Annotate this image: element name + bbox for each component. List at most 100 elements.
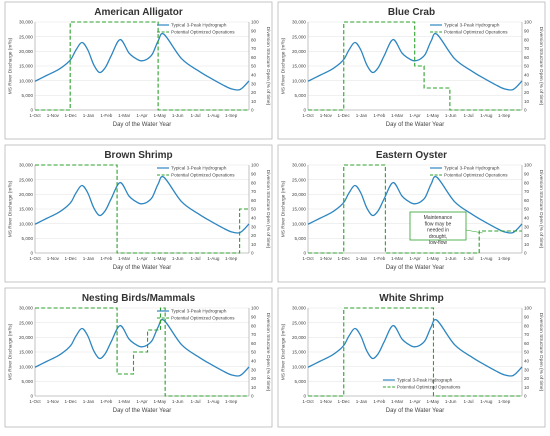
x-tick-label: 1-Mar xyxy=(391,113,403,118)
y2-tick-label: 40 xyxy=(524,73,530,78)
x-tick-label: 1-Jul xyxy=(464,256,474,261)
y2-tick-label: 50 xyxy=(251,207,257,212)
x-tick-label: 1-Dec xyxy=(338,399,351,404)
y2-tick-label: 70 xyxy=(251,189,257,194)
y2-tick-label: 10 xyxy=(524,99,530,104)
y-tick-label: 10,000 xyxy=(19,364,33,369)
y2-tick-label: 60 xyxy=(524,55,530,60)
x-tick-label: 1-Nov xyxy=(320,256,333,261)
y2-tick-label: 0 xyxy=(251,108,254,113)
y2-tick-label: 10 xyxy=(251,242,257,247)
y-tick-label: 15,000 xyxy=(292,64,306,69)
y2-axis-label: Diversion Structure Open (% of time) xyxy=(538,170,544,249)
y2-tick-label: 80 xyxy=(251,180,257,185)
panel-border xyxy=(277,287,546,428)
x-tick-label: 1-Aug xyxy=(207,399,220,404)
y2-tick-label: 20 xyxy=(524,90,530,95)
x-tick-label: 1-Aug xyxy=(207,256,220,261)
chart-title: Eastern Oyster xyxy=(376,150,447,161)
y-tick-label: 0 xyxy=(303,394,306,399)
y-tick-label: 5,000 xyxy=(295,236,307,241)
x-tick-label: 1-Sep xyxy=(225,256,238,261)
y2-tick-label: 10 xyxy=(251,99,257,104)
x-tick-label: 1-Jun xyxy=(172,399,184,404)
operations-line xyxy=(35,307,249,397)
y2-tick-label: 70 xyxy=(524,46,530,51)
y-tick-label: 15,000 xyxy=(19,207,33,212)
y2-axis-label: Diversion Structure Open (% of time) xyxy=(265,170,271,249)
x-tick-label: 1-Oct xyxy=(29,256,41,261)
x-tick-label: 1-Jan xyxy=(83,113,95,118)
x-tick-label: 1-Jun xyxy=(172,113,184,118)
hydrograph-line xyxy=(34,32,250,91)
y-axis-label: MS River Discharge (m³/s) xyxy=(8,37,14,94)
y-tick-label: 10,000 xyxy=(292,364,306,369)
y2-tick-label: 90 xyxy=(524,172,530,177)
y2-tick-label: 0 xyxy=(524,394,527,399)
x-tick-label: 1-Jan xyxy=(83,399,95,404)
y-tick-label: 5,000 xyxy=(22,93,34,98)
y2-tick-label: 0 xyxy=(251,394,254,399)
x-tick-label: 1-Aug xyxy=(207,113,220,118)
annotation-box xyxy=(409,211,467,241)
y2-tick-label: 100 xyxy=(251,306,259,311)
y-tick-label: 25,000 xyxy=(292,34,306,39)
y2-tick-label: 70 xyxy=(524,189,530,194)
x-tick-label: 1-Nov xyxy=(320,113,333,118)
legend-label-hydrograph: Typical 3-Peak Hydrograph xyxy=(444,23,500,28)
panel-border xyxy=(4,144,273,283)
chart-title: Brown Shrimp xyxy=(104,150,172,161)
y-tick-label: 15,000 xyxy=(292,350,306,355)
y-tick-label: 5,000 xyxy=(22,379,34,384)
y2-tick-label: 60 xyxy=(251,198,257,203)
y-tick-label: 5,000 xyxy=(22,236,34,241)
y2-tick-label: 70 xyxy=(251,332,257,337)
y-tick-label: 30,000 xyxy=(292,306,306,311)
x-tick-label: 1-May xyxy=(426,399,439,404)
y-tick-label: 5,000 xyxy=(295,379,307,384)
x-tick-label: 1-Jul xyxy=(464,399,474,404)
y2-tick-label: 30 xyxy=(251,81,257,86)
hydrograph-line xyxy=(307,32,523,91)
x-tick-label: 1-Feb xyxy=(100,256,112,261)
y2-tick-label: 40 xyxy=(524,216,530,221)
y2-tick-label: 80 xyxy=(251,323,257,328)
y-tick-label: 10,000 xyxy=(292,221,306,226)
y-tick-label: 25,000 xyxy=(19,177,33,182)
y2-tick-label: 10 xyxy=(524,385,530,390)
y2-tick-label: 20 xyxy=(251,376,257,381)
x-tick-label: 1-May xyxy=(153,399,166,404)
chart-panel-2: Blue Crab 0 5,000 10,000 15,000 20,000 25,000 3… xyxy=(277,1,546,140)
x-tick-label: 1-Feb xyxy=(373,256,385,261)
x-axis-label: Day of the Water Year xyxy=(386,122,444,128)
y2-tick-label: 20 xyxy=(251,233,257,238)
y-tick-label: 5,000 xyxy=(295,93,307,98)
x-tick-label: 1-Oct xyxy=(29,113,41,118)
y2-tick-label: 100 xyxy=(524,163,532,168)
y-tick-label: 25,000 xyxy=(292,177,306,182)
y2-tick-label: 100 xyxy=(524,20,532,25)
x-tick-label: 1-Feb xyxy=(100,399,112,404)
y2-tick-label: 50 xyxy=(524,207,530,212)
x-tick-label: 1-Apr xyxy=(136,399,148,404)
y2-axis-label: Diversion Structure Open (% of time) xyxy=(538,313,544,392)
x-tick-label: 1-Apr xyxy=(409,256,421,261)
y2-tick-label: 0 xyxy=(524,251,527,256)
y2-tick-label: 90 xyxy=(524,29,530,34)
x-tick-label: 1-Aug xyxy=(480,113,493,118)
y-tick-label: 20,000 xyxy=(19,335,33,340)
y2-axis-label: Diversion Structure Open (% of time) xyxy=(265,313,271,392)
x-axis-label: Day of the Water Year xyxy=(386,265,444,271)
y2-axis-label: Diversion Structure Open (% of time) xyxy=(538,27,544,106)
y-tick-label: 10,000 xyxy=(19,221,33,226)
x-tick-label: 1-Feb xyxy=(100,113,112,118)
y-tick-label: 15,000 xyxy=(19,350,33,355)
hydrograph-line xyxy=(34,318,250,377)
y2-tick-label: 90 xyxy=(251,172,257,177)
y-axis-label: MS River Discharge (m³/s) xyxy=(8,180,14,237)
y2-tick-label: 70 xyxy=(251,46,257,51)
y-axis-label: MS River Discharge (m³/s) xyxy=(281,37,287,94)
y2-tick-label: 50 xyxy=(251,64,257,69)
x-tick-label: 1-Apr xyxy=(136,256,148,261)
